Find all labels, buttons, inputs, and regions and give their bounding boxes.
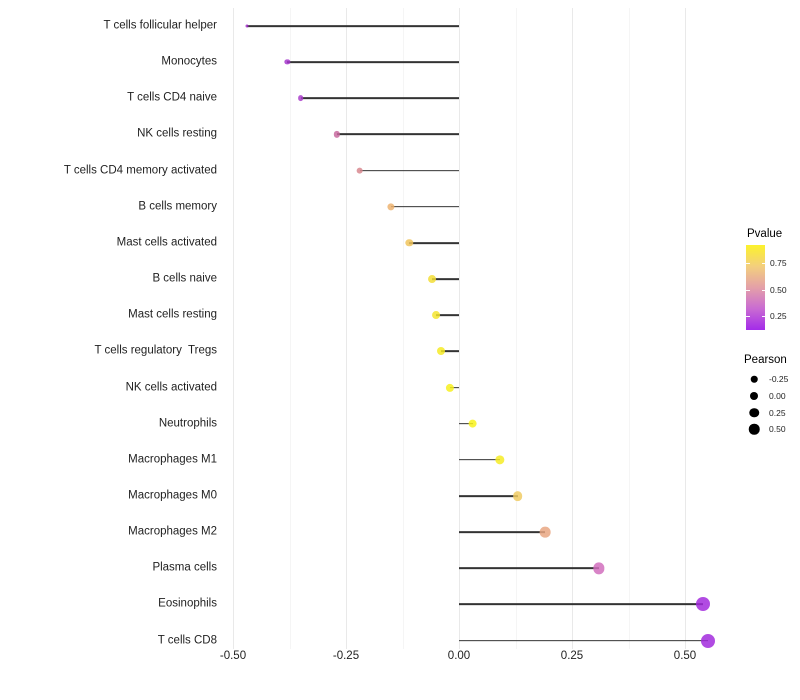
pearson-size-dot	[750, 375, 758, 383]
lollipop-dot	[696, 597, 711, 612]
pvalue-tick-label: 0.75	[770, 257, 787, 268]
lollipop-dot	[297, 95, 304, 102]
lollipop-dot	[700, 633, 715, 648]
y-axis-label: Neutrophils	[158, 416, 217, 429]
lollipop-stem	[359, 169, 459, 172]
colorbar-tick	[746, 316, 750, 318]
lollipop-dot	[427, 275, 436, 283]
pvalue-tick-label: 0.25	[770, 310, 787, 321]
lollipop-dot	[512, 491, 523, 501]
gridline-minor	[289, 8, 291, 649]
colorbar-tick	[761, 289, 765, 291]
pearson-size-dot	[748, 424, 760, 435]
y-axis-label: T cells regulatory Tregs	[94, 344, 217, 357]
gridline-major	[346, 8, 347, 649]
lollipop-stem	[459, 567, 600, 570]
lollipop-dot	[593, 562, 605, 574]
gridline-minor	[628, 8, 630, 649]
lollipop-stem	[459, 603, 704, 606]
pvalue-legend-title: Pvalue	[747, 228, 783, 240]
pearson-size-label: 0.25	[769, 407, 786, 418]
y-axis-label: Eosinophils	[158, 597, 217, 610]
lollipop-stem	[459, 639, 708, 642]
y-axis-label: NK cells resting	[137, 127, 217, 140]
lollipop-dot	[405, 239, 413, 247]
pvalue-colorbar	[746, 245, 765, 330]
lollipop-stem	[246, 25, 459, 27]
lollipop-stem	[287, 61, 459, 63]
colorbar-tick	[761, 263, 765, 265]
gridline-major	[233, 8, 234, 649]
lollipop-stem	[409, 242, 459, 244]
y-axis-label: Macrophages M1	[128, 453, 217, 466]
y-axis-label: T cells CD8	[157, 633, 217, 646]
gridline-minor	[402, 8, 404, 649]
lollipop-stem	[449, 386, 459, 389]
y-axis-label: Macrophages M2	[128, 525, 217, 538]
y-axis-label: T cells CD4 naive	[127, 91, 217, 104]
lollipop-dot	[356, 167, 363, 174]
gridline-major	[685, 8, 686, 649]
pearson-size-label: 0.00	[769, 390, 786, 401]
lollipop-dot	[468, 419, 477, 429]
lollipop-dot	[284, 59, 290, 65]
lollipop-stem	[440, 350, 459, 353]
x-axis-tick-label: -0.25	[332, 650, 360, 662]
colorbar-tick	[761, 316, 765, 318]
y-axis-label: Monocytes	[161, 55, 217, 68]
plot-panel	[190, 8, 715, 649]
y-axis-label: Plasma cells	[152, 561, 217, 574]
lollipop-dot	[245, 24, 249, 28]
pearson-size-label: -0.25	[769, 373, 789, 384]
gridline-major	[459, 8, 460, 649]
x-axis-tick-label: 0.50	[673, 650, 697, 662]
y-axis-label: T cells follicular helper	[103, 19, 217, 32]
pearson-size-dot	[750, 391, 758, 400]
lollipop-stem	[300, 97, 459, 100]
gridline-major	[572, 8, 573, 649]
colorbar-tick	[746, 289, 750, 291]
gridline-minor	[515, 8, 517, 649]
y-axis-label: T cells CD4 memory activated	[63, 163, 217, 176]
pearson-legend-title: Pearson	[744, 354, 787, 366]
pvalue-tick-label: 0.50	[770, 284, 787, 295]
y-axis-label: Macrophages M0	[128, 489, 217, 502]
lollipop-stem	[436, 314, 459, 317]
pearson-size-dot	[749, 407, 759, 418]
y-axis-label: B cells naive	[152, 272, 217, 285]
lollipop-stem	[391, 205, 459, 208]
y-axis-label: Mast cells resting	[128, 308, 217, 321]
lollipop-stem	[336, 133, 459, 136]
x-axis-tick-label: 0.25	[560, 650, 584, 662]
lollipop-dot	[445, 383, 455, 392]
lollipop-dot	[495, 455, 505, 465]
lollipop-stem	[459, 422, 473, 425]
lollipop-dot	[333, 131, 341, 138]
y-axis-label: Mast cells activated	[116, 236, 217, 249]
x-axis-tick-label: -0.50	[219, 650, 247, 662]
pearson-size-label: 0.50	[769, 424, 786, 435]
lollipop-dot	[432, 311, 441, 320]
lollipop-stem	[459, 458, 500, 461]
y-axis-label: B cells memory	[138, 200, 217, 212]
lollipop-dot	[387, 203, 395, 211]
lollipop-stem	[431, 278, 459, 280]
y-axis-label: NK cells activated	[125, 380, 217, 393]
lollipop-dot	[539, 526, 551, 538]
lollipop-stem	[459, 531, 545, 533]
colorbar-tick	[746, 263, 750, 265]
lollipop-stem	[459, 495, 518, 497]
x-axis-tick-label: 0.00	[447, 650, 471, 662]
lollipop-dot	[436, 347, 445, 356]
